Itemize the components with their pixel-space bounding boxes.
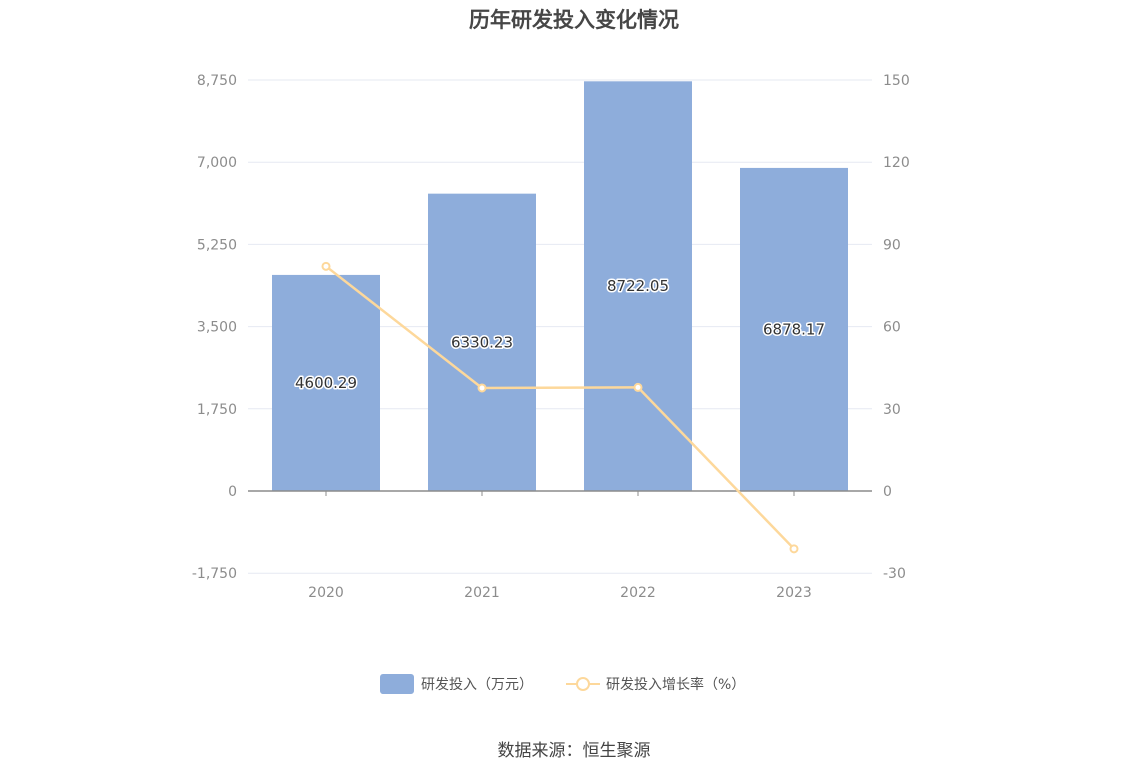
- legend-bar-label: 研发投入（万元）: [421, 677, 533, 693]
- data-labels: 4600.29 6330.23 8722.05 6878.17: [293, 276, 826, 394]
- bar[interactable]: [428, 193, 536, 492]
- y-right-tick-label: 60: [883, 320, 901, 336]
- y-right-tick-label: 0: [883, 484, 892, 500]
- legend-bar-swatch: [380, 674, 414, 694]
- bar-value-label: 8722.05: [607, 277, 669, 295]
- bar-value-label: 6878.17: [763, 320, 825, 338]
- legend-item-line[interactable]: 研发投入增长率（%）: [566, 676, 745, 693]
- bar-value-label: 4600.29: [295, 374, 357, 392]
- x-tick-label: 2023: [776, 585, 812, 601]
- y-right-tick-label: 150: [883, 73, 910, 89]
- legend[interactable]: 研发投入（万元） 研发投入增长率（%）: [380, 674, 745, 694]
- bar-value-label: 6330.23: [451, 333, 513, 351]
- y-left-tick-label: 5,250: [197, 237, 237, 253]
- y-right-tick-label: 30: [883, 402, 901, 418]
- bar[interactable]: [272, 274, 380, 491]
- legend-line-label: 研发投入增长率（%）: [606, 676, 745, 693]
- y-right-tick-label: -30: [883, 566, 906, 582]
- bar[interactable]: [584, 81, 692, 491]
- y-left-tick-label: -1,750: [192, 566, 237, 582]
- bar[interactable]: [740, 167, 848, 491]
- y-left-tick-label: 3,500: [197, 320, 237, 336]
- y-left-tick-label: 0: [228, 484, 237, 500]
- line-point[interactable]: [789, 544, 799, 554]
- legend-line-marker: [576, 677, 590, 691]
- growth-line: [325, 265, 795, 550]
- axes: -1,750 0 1,750 3,500 5,250 7,000 8,750 -30 0 30 60…: [192, 73, 910, 601]
- data-source: 数据来源：恒生聚源: [497, 741, 651, 761]
- legend-item-bar[interactable]: 研发投入（万元）: [380, 674, 533, 694]
- line-point[interactable]: [633, 382, 643, 392]
- y-left-tick-label: 1,750: [197, 402, 237, 418]
- x-tick-label: 2020: [308, 585, 344, 601]
- bar-series: [272, 81, 848, 492]
- line-point[interactable]: [477, 383, 487, 393]
- x-tick-label: 2021: [464, 585, 500, 601]
- chart-title: 历年研发投入变化情况: [469, 8, 679, 32]
- y-left-tick-label: 7,000: [197, 155, 237, 171]
- line-point[interactable]: [321, 261, 331, 271]
- y-right-tick-label: 120: [883, 155, 910, 171]
- y-right-tick-label: 90: [883, 237, 901, 253]
- x-tick-label: 2022: [620, 585, 656, 601]
- line-series: [321, 261, 799, 554]
- y-left-tick-label: 8,750: [197, 73, 237, 89]
